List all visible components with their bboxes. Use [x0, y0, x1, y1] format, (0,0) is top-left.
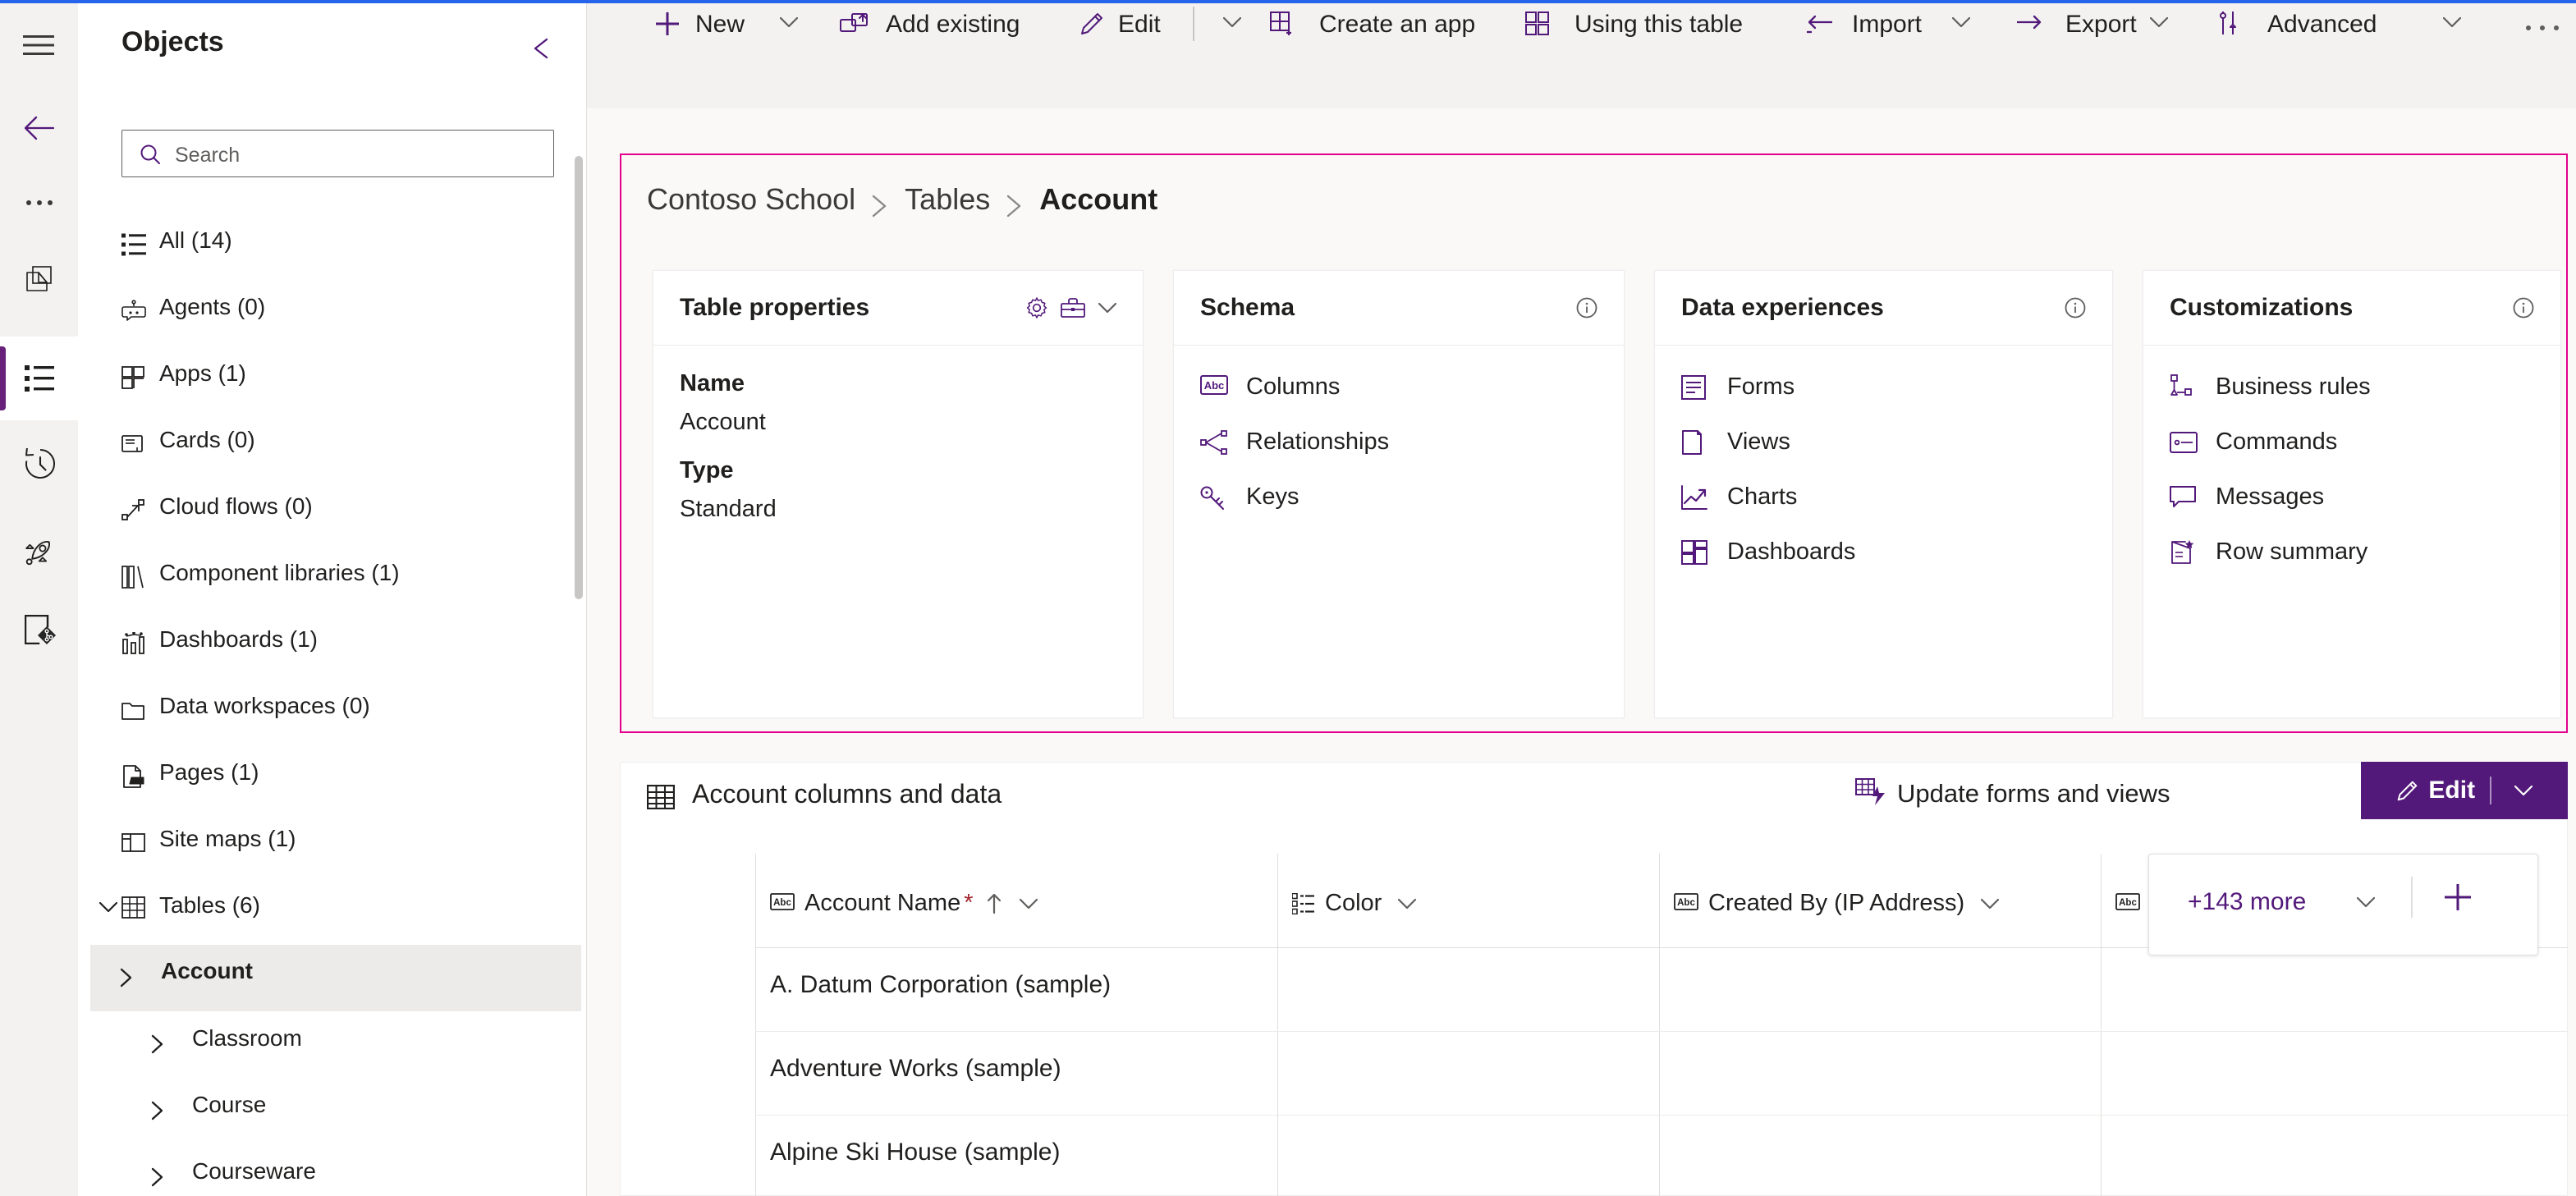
- svg-text:Abc: Abc: [1677, 898, 1695, 908]
- svg-text:Abc: Abc: [2119, 898, 2137, 908]
- svg-text:Abc: Abc: [773, 898, 791, 908]
- svg-text:Abc: Abc: [1204, 379, 1225, 392]
